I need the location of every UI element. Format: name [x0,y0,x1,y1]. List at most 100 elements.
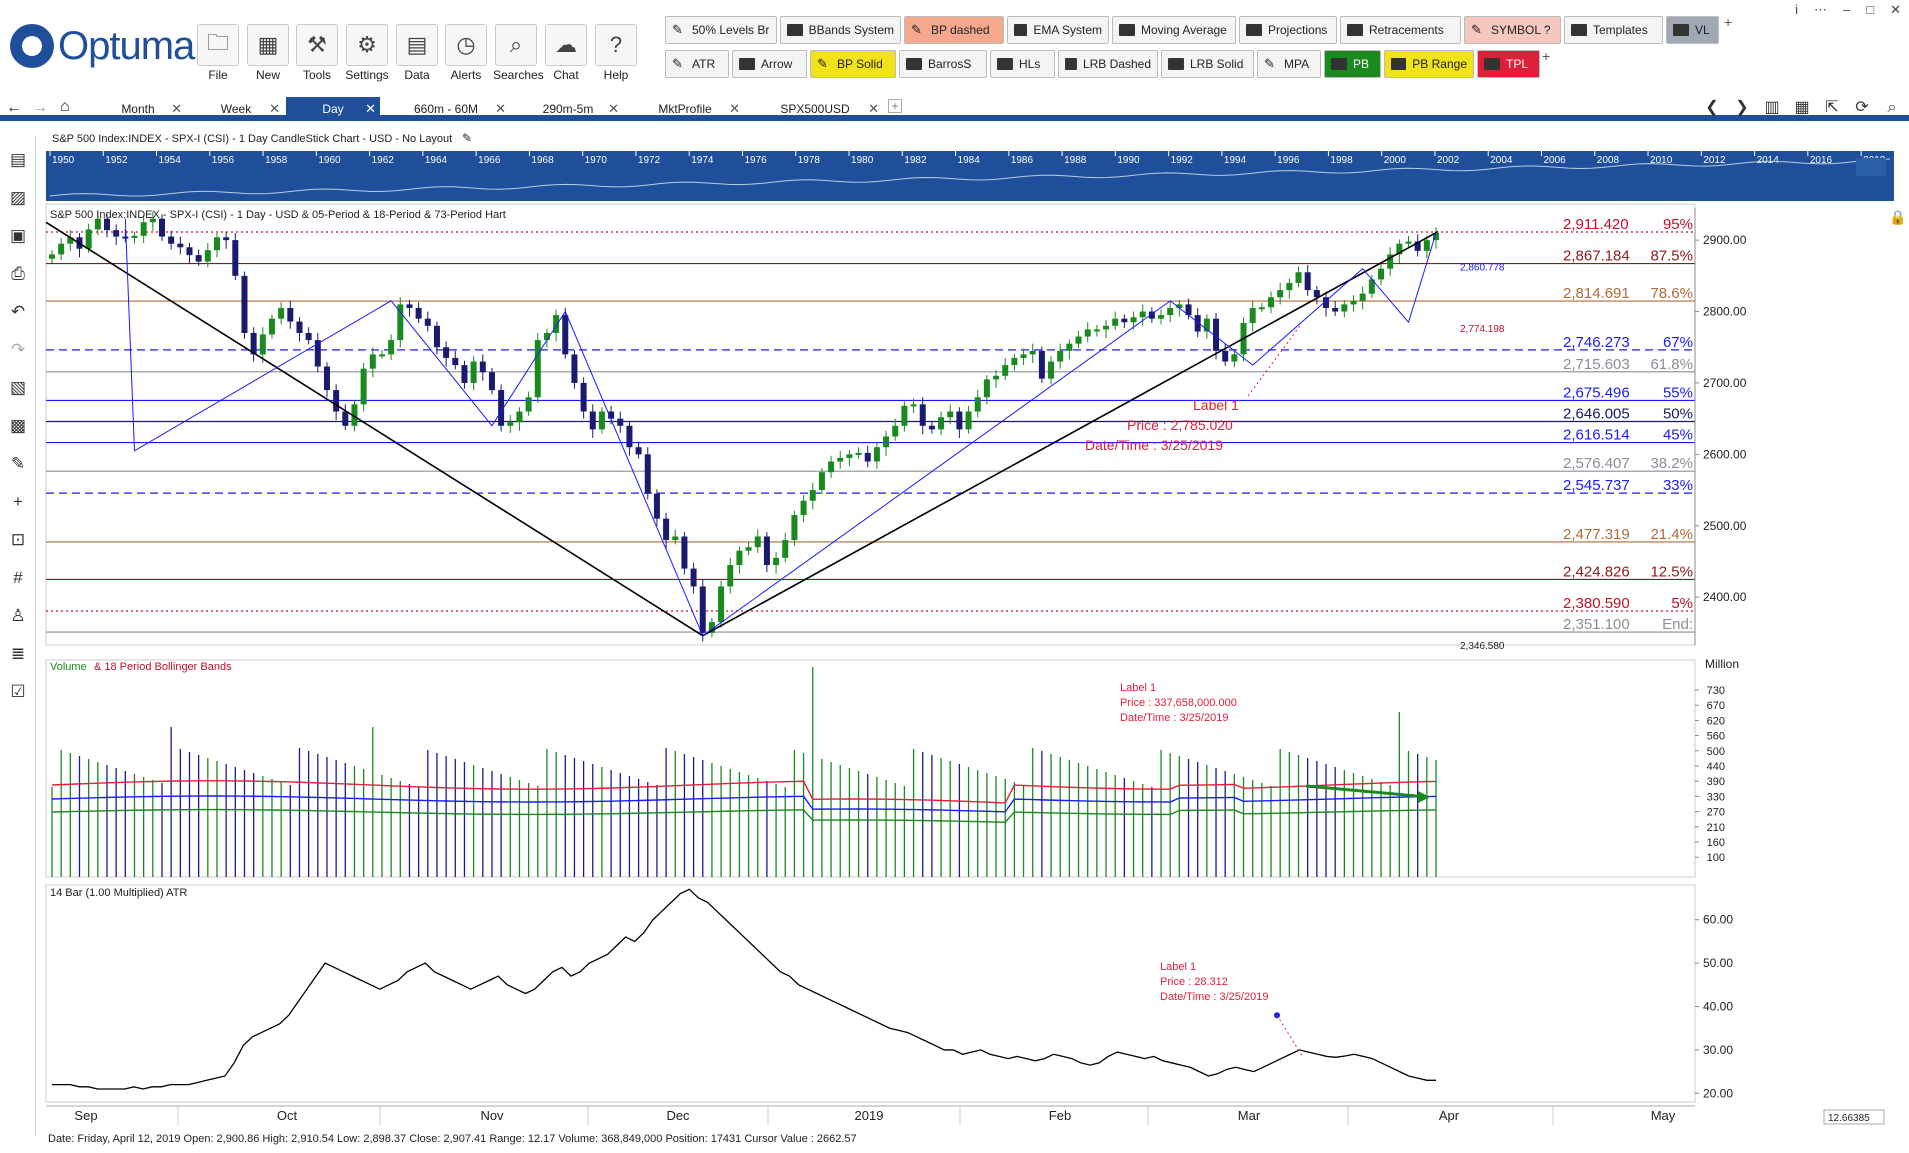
home-icon[interactable]: ⌂ [60,98,70,115]
search-icon[interactable]: ⌕ [1887,99,1897,116]
quick-pb-range-button[interactable]: PB Range [1384,50,1474,78]
notes-icon[interactable]: ≣ [10,644,26,663]
quick-ema-system-button[interactable]: EMA System [1007,16,1109,44]
quick-bbands-system-button[interactable]: BBands System [780,16,901,44]
info-icon[interactable]: i [1795,2,1798,17]
maximize-icon[interactable]: □ [1866,2,1875,17]
optuma-logo-icon [10,24,54,68]
minimize-icon[interactable]: – [1843,2,1851,17]
candle-body [892,425,899,437]
candle-body [1423,240,1430,251]
quick-barross-button[interactable]: BarrosS [899,50,987,78]
tab-close-icon[interactable]: ✕ [171,101,182,116]
folder-icon [1168,58,1184,70]
quick-moving-average-button[interactable]: Moving Average [1112,16,1236,44]
level-value: 2,576.407 [1563,455,1630,472]
layout-icon[interactable]: ▥ [1764,99,1780,116]
candle-body [241,275,248,333]
quick-mpa-button[interactable]: ✎ MPA [1257,50,1321,78]
chat-button[interactable]: ☁ Chat [543,24,589,86]
add-icon[interactable]: + [13,492,23,511]
forward-icon[interactable]: → [32,99,48,116]
candle-body [1368,279,1375,294]
tab-close-icon[interactable]: ✕ [729,101,740,116]
new-tab-button[interactable]: + [888,99,902,113]
candle-body [974,397,981,412]
overview-year-label: 1974 [691,155,714,166]
quick-bp-solid-button[interactable]: ✎ BP Solid [810,50,896,78]
quick-hls-button[interactable]: HLs [990,50,1055,78]
quick-templates-button[interactable]: Templates [1564,16,1663,44]
quick-pb-button[interactable]: PB [1324,50,1381,78]
quick-label: HLs [1019,57,1041,71]
overview-year-label: 1994 [1224,155,1247,166]
undo-icon[interactable]: ↶ [10,302,26,321]
settings-button[interactable]: ⚙ Settings [344,24,390,86]
searches-button[interactable]: ⌕ Searches [493,24,544,86]
tab-660m-60m[interactable]: 660m - 60M ✕ [382,97,510,121]
quick-symbol--button[interactable]: ✎ SYMBOL ? [1464,16,1561,44]
optuma-logo: Optuma® [10,24,206,68]
tab-close-icon[interactable]: ✕ [868,101,879,116]
quick-retracements-button[interactable]: Retracements [1340,16,1461,44]
lock-icon[interactable]: ⊡ [10,530,26,549]
tab-mktprofile[interactable]: MktProfile ✕ [626,97,744,121]
tab-close-icon[interactable]: ✕ [269,101,280,116]
quick-projections-button[interactable]: Projections [1239,16,1337,44]
back-icon[interactable]: ← [6,99,22,116]
candle-body [259,334,266,355]
folder-icon: 🗀 [197,24,239,66]
redo-icon[interactable]: ↷ [10,340,26,359]
print-icon[interactable]: ⎙ [11,264,25,283]
candle-body [1038,350,1045,379]
scholar-icon[interactable]: ♙ [10,606,26,625]
pen-icon: ✎ [817,56,828,71]
close-icon[interactable]: ✕ [1890,2,1901,17]
chart-properties-icon[interactable]: ▧ [9,378,27,397]
quick-arrow-button[interactable]: Arrow [732,50,807,78]
candle-body [1268,297,1275,308]
hash-icon[interactable]: # [13,568,23,587]
candle-body [149,218,156,223]
data-button[interactable]: ▤ Data [394,24,440,86]
tab-day[interactable]: Day ✕ [286,97,380,121]
tab-close-icon[interactable]: ✕ [608,101,619,116]
workbook-icon[interactable]: ▤ [9,150,27,169]
tab-week[interactable]: Week ✕ [188,97,284,121]
candle-body [525,397,532,412]
tab-spx500usd[interactable]: SPX500USD ✕ [747,97,883,121]
tab-290m-5m[interactable]: 290m-5m ✕ [513,97,623,121]
scroll-right-icon[interactable]: ❯ [1735,99,1749,116]
quick-lrb-solid-button[interactable]: LRB Solid [1161,50,1254,78]
add-quick-button-row2[interactable]: + [1542,48,1551,64]
quick-tpl-button[interactable]: TPL [1477,50,1540,78]
new-button[interactable]: ▦ New [245,24,291,86]
grid-icon[interactable]: ▦ [1794,99,1810,116]
tools-button[interactable]: ⚒ Tools [294,24,340,86]
quick-atr-button[interactable]: ✎ ATR [665,50,729,78]
edit-title-icon[interactable]: ✎ [462,131,473,145]
overview-year-label: 1958 [265,155,288,166]
level-value: 2,351.100 [1563,616,1630,633]
quick-50-levels-br-button[interactable]: ✎ 50% Levels Br [665,16,777,44]
add-quick-button-row1[interactable]: + [1724,14,1733,30]
scroll-left-icon[interactable]: ❮ [1705,99,1719,116]
refresh-icon[interactable]: ⟳ [1855,99,1869,116]
open-icon[interactable]: ▨ [9,188,27,207]
tab-close-icon[interactable]: ✕ [365,101,376,116]
export-icon[interactable]: ⇱ [1825,99,1839,116]
help-button[interactable]: ? Help [593,24,639,86]
tab-close-icon[interactable]: ✕ [495,101,506,116]
image-icon[interactable]: ▩ [9,416,27,435]
quick-bp-dashed-button[interactable]: ✎ BP dashed [904,16,1004,44]
quick-vl-button[interactable]: VL [1666,16,1719,44]
save-icon[interactable]: ▣ [9,226,27,245]
quick-lrb-dashed-button[interactable]: LRB Dashed [1058,50,1158,78]
options-icon[interactable]: ⋯ [1814,2,1827,17]
wrench-icon[interactable]: ✎ [10,454,26,473]
file-button[interactable]: 🗀 File [195,24,241,86]
tab-month[interactable]: Month ✕ [90,97,186,121]
checklist-icon[interactable]: ☑ [10,682,26,701]
alerts-button[interactable]: ◷ Alerts [443,24,489,86]
